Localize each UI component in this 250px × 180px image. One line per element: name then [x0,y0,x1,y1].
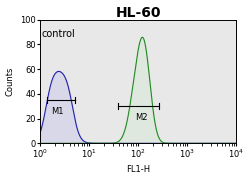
Text: M2: M2 [135,113,147,122]
Title: HL-60: HL-60 [116,6,161,20]
Text: control: control [41,30,75,39]
X-axis label: FL1-H: FL1-H [126,165,150,174]
Text: M1: M1 [51,107,64,116]
Y-axis label: Counts: Counts [6,67,15,96]
